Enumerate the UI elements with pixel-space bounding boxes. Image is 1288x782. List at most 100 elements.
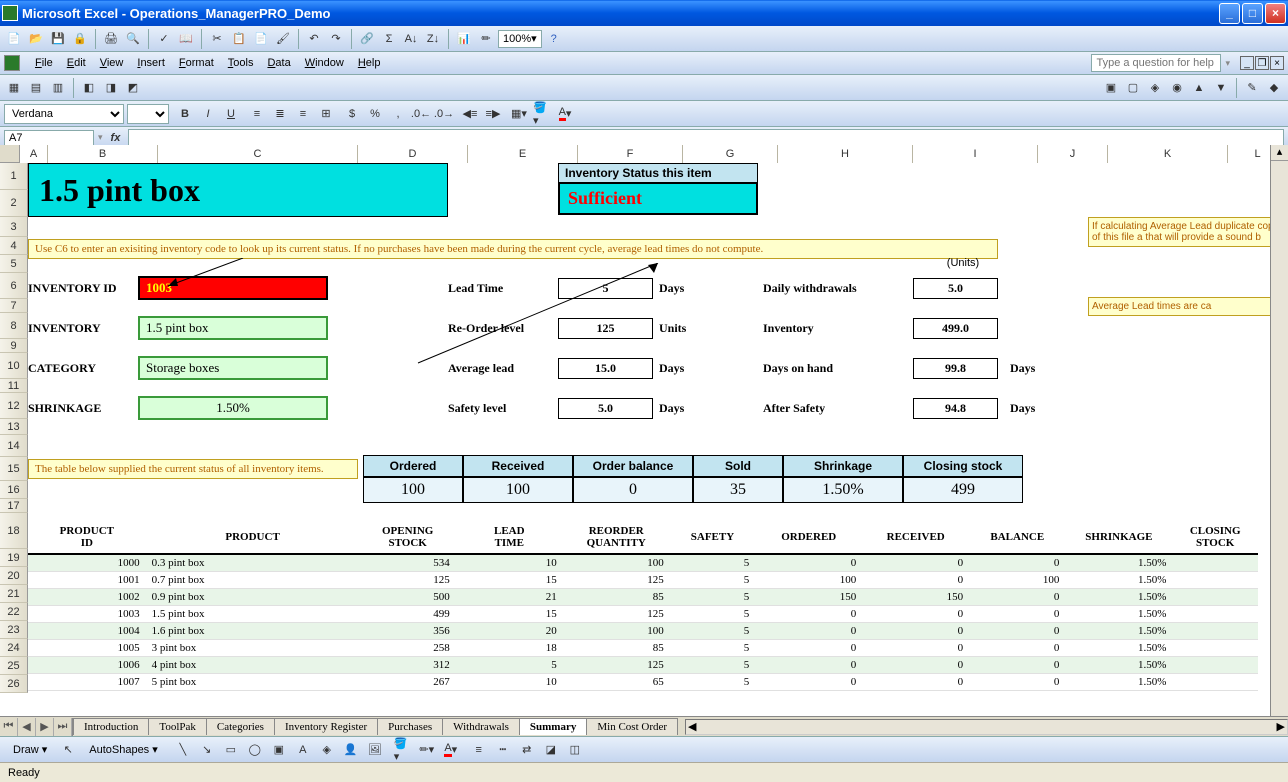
table-row[interactable]: 10064 pint box312512550001.50% — [28, 657, 1258, 674]
help-icon[interactable]: ? — [544, 29, 564, 49]
menu-format[interactable]: Format — [172, 54, 221, 72]
tool-icon[interactable]: ▥ — [48, 78, 68, 98]
sheet-tab[interactable]: Summary — [519, 718, 587, 735]
rectangle-icon[interactable]: ▭ — [221, 740, 241, 760]
autoshapes-menu[interactable]: AutoShapes ▾ — [82, 740, 165, 759]
sheet-tab[interactable]: Inventory Register — [274, 718, 378, 735]
row-header[interactable]: 5 — [0, 255, 28, 273]
redo-icon[interactable]: ↷ — [326, 29, 346, 49]
bold-button[interactable]: B — [175, 104, 195, 124]
font-size-combo[interactable] — [127, 104, 169, 124]
row-header[interactable]: 8 — [0, 313, 28, 339]
tool-icon[interactable]: ◨ — [101, 78, 121, 98]
row-header[interactable]: 16 — [0, 481, 28, 499]
cut-icon[interactable]: ✂ — [207, 29, 227, 49]
tool-icon[interactable]: ▣ — [1101, 78, 1121, 98]
table-row[interactable]: 10010.7 pint box12515125510001001.50% — [28, 572, 1258, 589]
sort-desc-icon[interactable]: Z↓ — [423, 29, 443, 49]
comma-button[interactable]: , — [388, 104, 408, 124]
line-icon[interactable]: ╲ — [173, 740, 193, 760]
sheet-tab[interactable]: ToolPak — [148, 718, 207, 735]
row-header[interactable]: 15 — [0, 457, 28, 481]
select-all-corner[interactable] — [0, 145, 20, 163]
column-header[interactable]: E — [468, 145, 578, 163]
arrow-style-icon[interactable]: ⇄ — [517, 740, 537, 760]
row-header[interactable]: 24 — [0, 639, 28, 657]
row-header[interactable]: 26 — [0, 675, 28, 693]
paste-icon[interactable]: 📄 — [251, 29, 271, 49]
row-header[interactable]: 10 — [0, 353, 28, 379]
tool-icon[interactable]: ▦ — [4, 78, 24, 98]
menu-file[interactable]: File — [28, 54, 60, 72]
row-header[interactable]: 22 — [0, 603, 28, 621]
row-header[interactable]: 14 — [0, 435, 28, 457]
tool-icon[interactable]: ✎ — [1242, 78, 1262, 98]
column-header[interactable]: K — [1108, 145, 1228, 163]
spreadsheet-grid[interactable]: ABCDEFGHIJKL 123456789101112131415161718… — [0, 145, 1288, 736]
row-header[interactable]: 1 — [0, 163, 28, 190]
sheet-tab[interactable]: Purchases — [377, 718, 443, 735]
doc-close-button[interactable]: × — [1270, 56, 1284, 70]
row-header[interactable]: 17 — [0, 499, 28, 513]
textbox-icon[interactable]: ▣ — [269, 740, 289, 760]
zoom-combo[interactable]: 100% ▾ — [498, 30, 542, 48]
row-header[interactable]: 11 — [0, 379, 28, 393]
tool-icon[interactable]: ▼ — [1211, 78, 1231, 98]
row-header[interactable]: 19 — [0, 549, 28, 567]
fill-color-icon[interactable]: 🪣▾ — [393, 740, 413, 760]
row-header[interactable]: 4 — [0, 237, 28, 255]
research-icon[interactable]: 📖 — [176, 29, 196, 49]
fill-color-button[interactable]: 🪣▾ — [532, 104, 552, 124]
percent-button[interactable]: % — [365, 104, 385, 124]
drawing-icon[interactable]: ✏ — [476, 29, 496, 49]
sheet-tab[interactable]: Categories — [206, 718, 275, 735]
menu-help[interactable]: Help — [351, 54, 388, 72]
currency-button[interactable]: $ — [342, 104, 362, 124]
tool-icon[interactable]: ▢ — [1123, 78, 1143, 98]
copy-icon[interactable]: 📋 — [229, 29, 249, 49]
format-painter-icon[interactable]: 🖌 — [273, 29, 293, 49]
decrease-decimal-button[interactable]: .0→ — [434, 104, 454, 124]
tool-icon[interactable]: ◩ — [123, 78, 143, 98]
borders-button[interactable]: ▦▾ — [509, 104, 529, 124]
sheet-tab[interactable]: Min Cost Order — [586, 718, 678, 735]
underline-button[interactable]: U — [221, 104, 241, 124]
dash-style-icon[interactable]: ┅ — [493, 740, 513, 760]
formula-input[interactable] — [128, 129, 1284, 147]
tab-first-button[interactable]: ⏮ — [0, 718, 18, 736]
vertical-scrollbar[interactable]: ▴ — [1270, 145, 1288, 736]
menu-edit[interactable]: Edit — [60, 54, 93, 72]
column-header[interactable]: F — [578, 145, 683, 163]
font-combo[interactable]: Verdana — [4, 104, 124, 124]
save-icon[interactable]: 💾 — [48, 29, 68, 49]
undo-icon[interactable]: ↶ — [304, 29, 324, 49]
row-header[interactable]: 7 — [0, 299, 28, 313]
3d-icon[interactable]: ◫ — [565, 740, 585, 760]
diagram-icon[interactable]: ◈ — [317, 740, 337, 760]
increase-decimal-button[interactable]: .0← — [411, 104, 431, 124]
chart-icon[interactable]: 📊 — [454, 29, 474, 49]
font-color-icon[interactable]: A▾ — [441, 740, 461, 760]
select-objects-icon[interactable]: ↖ — [58, 740, 78, 760]
merge-button[interactable]: ⊞ — [316, 104, 336, 124]
table-row[interactable]: 10053 pint box258188550001.50% — [28, 640, 1258, 657]
doc-minimize-button[interactable]: _ — [1240, 56, 1254, 70]
autosum-icon[interactable]: Σ — [379, 29, 399, 49]
align-left-button[interactable]: ≡ — [247, 104, 267, 124]
hyperlink-icon[interactable]: 🔗 — [357, 29, 377, 49]
line-color-icon[interactable]: ✏▾ — [417, 740, 437, 760]
align-right-button[interactable]: ≡ — [293, 104, 313, 124]
row-header[interactable]: 3 — [0, 217, 28, 237]
column-header[interactable]: C — [158, 145, 358, 163]
column-header[interactable]: I — [913, 145, 1038, 163]
tool-icon[interactable]: ▲ — [1189, 78, 1209, 98]
table-row[interactable]: 10041.6 pint box3562010050001.50% — [28, 623, 1258, 640]
row-header[interactable]: 23 — [0, 621, 28, 639]
horizontal-scrollbar[interactable]: ◀ ▶ — [685, 719, 1288, 735]
row-header[interactable]: 12 — [0, 393, 28, 419]
font-color-button[interactable]: A▾ — [555, 104, 575, 124]
name-box[interactable] — [4, 130, 94, 146]
minimize-button[interactable]: _ — [1219, 3, 1240, 24]
column-header[interactable]: D — [358, 145, 468, 163]
shadow-icon[interactable]: ◪ — [541, 740, 561, 760]
